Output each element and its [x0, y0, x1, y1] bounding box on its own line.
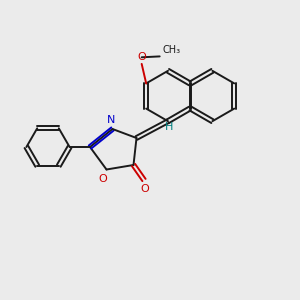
Text: N: N: [107, 116, 115, 125]
Text: O: O: [137, 52, 146, 61]
Text: CH₃: CH₃: [162, 45, 180, 55]
Text: O: O: [140, 184, 149, 194]
Text: H: H: [165, 122, 173, 132]
Text: O: O: [98, 174, 107, 184]
